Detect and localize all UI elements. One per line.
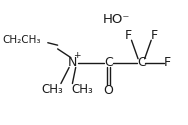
Text: CH₂CH₃: CH₂CH₃: [3, 35, 41, 45]
Text: CH₃: CH₃: [42, 83, 64, 96]
Text: C: C: [137, 56, 146, 69]
Text: CH₃: CH₃: [71, 83, 93, 96]
Text: F: F: [151, 29, 158, 42]
Text: C: C: [104, 56, 113, 69]
Text: F: F: [164, 56, 171, 69]
Text: O: O: [104, 84, 113, 97]
Text: F: F: [125, 29, 132, 42]
Text: N: N: [68, 56, 77, 69]
Text: +: +: [73, 51, 81, 60]
Text: HO⁻: HO⁻: [103, 13, 130, 26]
